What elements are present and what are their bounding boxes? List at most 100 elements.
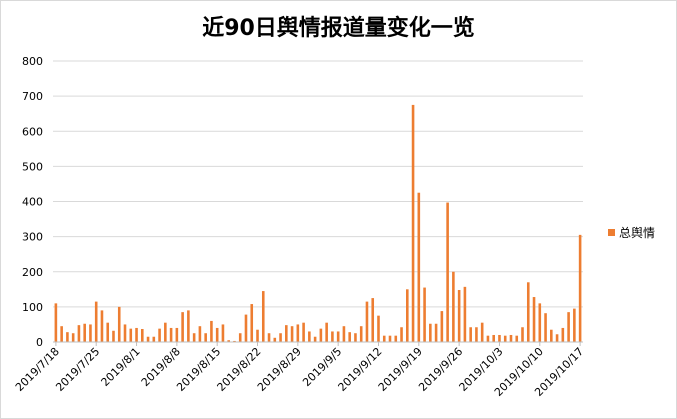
bar [290, 326, 294, 342]
bar [532, 297, 536, 342]
y-tick-label: 500 [22, 160, 43, 173]
x-tick-label: 2019/8/1 [99, 345, 143, 389]
bar [365, 301, 369, 342]
bar [573, 308, 576, 342]
bar [325, 322, 328, 342]
bar [169, 327, 173, 342]
bar [400, 327, 403, 342]
bar [71, 333, 75, 342]
bar [146, 336, 150, 342]
bar [561, 327, 565, 342]
x-axis-ticks: 2019/7/182019/7/252019/8/12019/8/82019/8… [13, 342, 586, 399]
bar [129, 328, 133, 342]
bar [89, 324, 92, 342]
bar [164, 322, 167, 342]
bar [256, 329, 259, 342]
bar [308, 331, 311, 342]
bar [60, 326, 63, 342]
bar [273, 337, 277, 342]
grid-lines [53, 60, 583, 343]
y-tick-label: 700 [22, 90, 43, 103]
bar [480, 322, 484, 342]
bar [244, 314, 248, 342]
bar [348, 332, 351, 342]
bar [192, 333, 196, 342]
bar [440, 311, 444, 342]
bar [423, 287, 426, 342]
y-tick-label: 400 [22, 196, 43, 209]
bar [394, 335, 398, 342]
bar [498, 334, 501, 342]
bar [302, 322, 305, 342]
bar [112, 330, 115, 342]
bar [83, 323, 86, 342]
bar [359, 326, 363, 342]
bar [158, 328, 161, 342]
bar [492, 334, 495, 342]
y-tick-label: 0 [36, 336, 43, 349]
bar [77, 325, 81, 342]
y-tick-label: 100 [22, 301, 43, 314]
bar [429, 323, 432, 342]
legend: 总舆情 [608, 224, 655, 241]
bar [342, 326, 346, 342]
bar [250, 304, 254, 342]
x-tick-label: 2019/8/29 [255, 345, 304, 394]
bar [475, 327, 478, 342]
legend-swatch [608, 229, 615, 236]
bar [210, 320, 213, 342]
bar [181, 312, 184, 342]
bar [238, 333, 242, 342]
bar [123, 324, 127, 342]
bar [544, 313, 547, 342]
bar [336, 331, 340, 342]
bar [233, 340, 236, 342]
bars [54, 104, 582, 343]
chart-title: 近90日舆情报道量变化一览 [202, 16, 475, 41]
bar [526, 282, 530, 342]
bar [371, 298, 375, 342]
bar [187, 310, 190, 342]
bar [503, 335, 507, 342]
bar [279, 333, 282, 342]
bar [175, 327, 179, 342]
bar [578, 234, 582, 342]
bar [227, 340, 230, 342]
bar [100, 310, 104, 342]
bar [54, 303, 58, 342]
bar [296, 324, 300, 342]
y-tick-label: 800 [22, 55, 43, 68]
bar [521, 327, 524, 342]
bar [446, 202, 449, 342]
bar [267, 333, 271, 342]
y-tick-label: 200 [22, 266, 43, 279]
bar [117, 306, 121, 343]
bar [452, 271, 455, 342]
bar [555, 334, 559, 342]
bar [538, 303, 542, 342]
bar [550, 329, 553, 342]
bar [388, 335, 392, 342]
bar [319, 328, 323, 342]
bar [221, 324, 225, 342]
bar [204, 333, 207, 342]
bar [411, 104, 415, 342]
bar [377, 315, 380, 342]
bar [509, 334, 513, 342]
bar [434, 323, 438, 342]
bar [135, 327, 138, 342]
bar [141, 329, 144, 342]
bar [215, 327, 219, 342]
bar [486, 335, 490, 342]
bar [261, 291, 265, 342]
y-tick-label: 300 [22, 231, 43, 244]
bar [152, 336, 156, 342]
bar [94, 301, 98, 342]
bar [406, 289, 409, 342]
bar [567, 312, 570, 342]
bar [331, 331, 334, 342]
bar [469, 327, 472, 342]
bar [457, 290, 461, 342]
